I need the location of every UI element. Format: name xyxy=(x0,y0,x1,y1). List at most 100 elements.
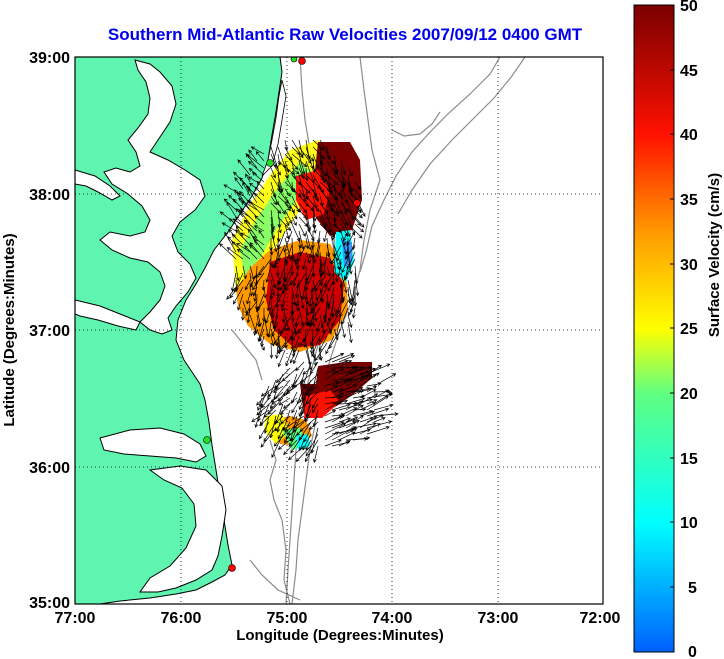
velocity-arrow xyxy=(345,419,360,429)
station-marker xyxy=(353,199,361,207)
velocity-arrow xyxy=(347,314,353,329)
velocity-arrow xyxy=(330,244,342,266)
velocity-arrow xyxy=(304,439,319,463)
velocity-arrow xyxy=(291,153,308,168)
velocity-arrow xyxy=(246,154,265,169)
velocity-arrow xyxy=(340,216,351,238)
colorbar-tick-label: 50 xyxy=(680,0,698,15)
velocity-arrow xyxy=(341,258,349,274)
velocity-arrow xyxy=(325,335,335,355)
velocity-arrow xyxy=(342,230,349,242)
velocity-arrow xyxy=(352,374,373,381)
velocity-arrow xyxy=(253,192,265,204)
velocity-arrow xyxy=(291,307,295,323)
velocity-arrow xyxy=(292,349,300,365)
velocity-arrow xyxy=(344,258,356,280)
velocity-arrow xyxy=(311,397,319,410)
velocity-arrow xyxy=(338,440,351,447)
velocity-arrow xyxy=(297,244,307,263)
velocity-arrow xyxy=(299,415,319,433)
velocity-arrow xyxy=(284,223,290,240)
velocity-arrow xyxy=(305,223,315,242)
velocity-arrow xyxy=(319,160,326,184)
velocity-arrow xyxy=(305,439,312,451)
velocity-arrow xyxy=(337,265,342,277)
velocity-arrow xyxy=(338,417,351,423)
potomac-river xyxy=(75,169,121,201)
velocity-arrow xyxy=(232,286,244,305)
velocity-arrow xyxy=(346,251,356,270)
velocity-arrow xyxy=(271,321,279,338)
pamlico-sound xyxy=(139,465,227,593)
velocity-arrow xyxy=(270,230,278,253)
velocity-arrow xyxy=(298,307,305,327)
velocity-arrow xyxy=(259,409,277,427)
velocity-arrow xyxy=(295,293,300,308)
velocity-arrow xyxy=(246,293,251,305)
velocity-arrow xyxy=(319,188,334,208)
velocity-arrow xyxy=(303,373,319,389)
velocity-arrow xyxy=(305,300,310,317)
velocity-arrow xyxy=(257,409,263,422)
velocity-arrow xyxy=(354,188,362,199)
velocity-arrow xyxy=(291,174,302,186)
velocity-arrow xyxy=(340,272,349,288)
velocity-arrow xyxy=(291,188,302,198)
velocity-arrow xyxy=(324,385,339,393)
velocity-arrow xyxy=(269,251,273,267)
velocity-arrow xyxy=(283,335,288,350)
velocity-arrow xyxy=(298,223,306,237)
velocity-arrow xyxy=(260,427,277,448)
velocity-arrow xyxy=(373,412,399,417)
velocity-arrow xyxy=(346,230,356,246)
velocity-arrow xyxy=(249,286,253,297)
velocity-arrow xyxy=(270,167,276,179)
velocity-arrow xyxy=(287,421,298,436)
velocity-arrow xyxy=(226,201,237,218)
velocity-arrow xyxy=(311,403,319,414)
velocity-arrow xyxy=(305,237,310,250)
colorbar-tick-label: 0 xyxy=(688,644,697,659)
velocity-arrow xyxy=(277,202,286,215)
velocity-arrow xyxy=(269,237,273,252)
velocity-arrow xyxy=(354,181,362,191)
velocity-arrow xyxy=(352,422,377,429)
velocity-arrow xyxy=(347,321,353,344)
velocity-arrow xyxy=(345,428,358,435)
velocity-arrow xyxy=(339,300,349,318)
velocity-arrow xyxy=(305,146,314,170)
velocity-arrow xyxy=(277,265,286,287)
colorbar-label: Surface Velocity (cm/s) xyxy=(706,173,723,337)
velocity-arrow xyxy=(272,314,279,329)
velocity-arrow xyxy=(312,181,320,203)
velocity-arrow xyxy=(338,360,353,369)
velocity-arrow xyxy=(290,272,300,286)
velocity-arrow xyxy=(354,216,365,228)
velocity-arrow xyxy=(282,397,298,409)
velocity-arrow xyxy=(253,321,258,336)
velocity-arrow xyxy=(253,238,265,253)
velocity-arrow xyxy=(258,421,270,440)
velocity-arrow xyxy=(284,202,291,212)
velocity-arrow xyxy=(373,416,386,423)
velocity-arrow xyxy=(298,286,305,310)
velocity-arrow xyxy=(294,279,300,299)
velocity-arrow xyxy=(270,335,275,347)
velocity-arrow xyxy=(327,279,335,292)
colorbar-tick-label: 10 xyxy=(680,515,698,532)
velocity-arrow xyxy=(226,247,244,260)
velocity-arrow xyxy=(267,379,277,401)
velocity-arrow xyxy=(279,403,291,415)
velocity-arrow xyxy=(322,251,328,275)
velocity-arrow xyxy=(281,307,286,324)
velocity-arrow xyxy=(282,272,293,295)
velocity-arrow xyxy=(284,209,293,225)
map-title: Southern Mid-Atlantic Raw Velocities 200… xyxy=(108,25,583,44)
velocity-arrow xyxy=(306,379,319,392)
y-tick-label: 35:00 xyxy=(29,595,70,612)
velocity-arrow xyxy=(308,244,314,259)
velocity-arrow xyxy=(302,361,312,387)
velocity-arrow xyxy=(347,202,355,221)
velocity-arrow xyxy=(311,307,316,328)
velocity-arrow xyxy=(298,421,312,441)
